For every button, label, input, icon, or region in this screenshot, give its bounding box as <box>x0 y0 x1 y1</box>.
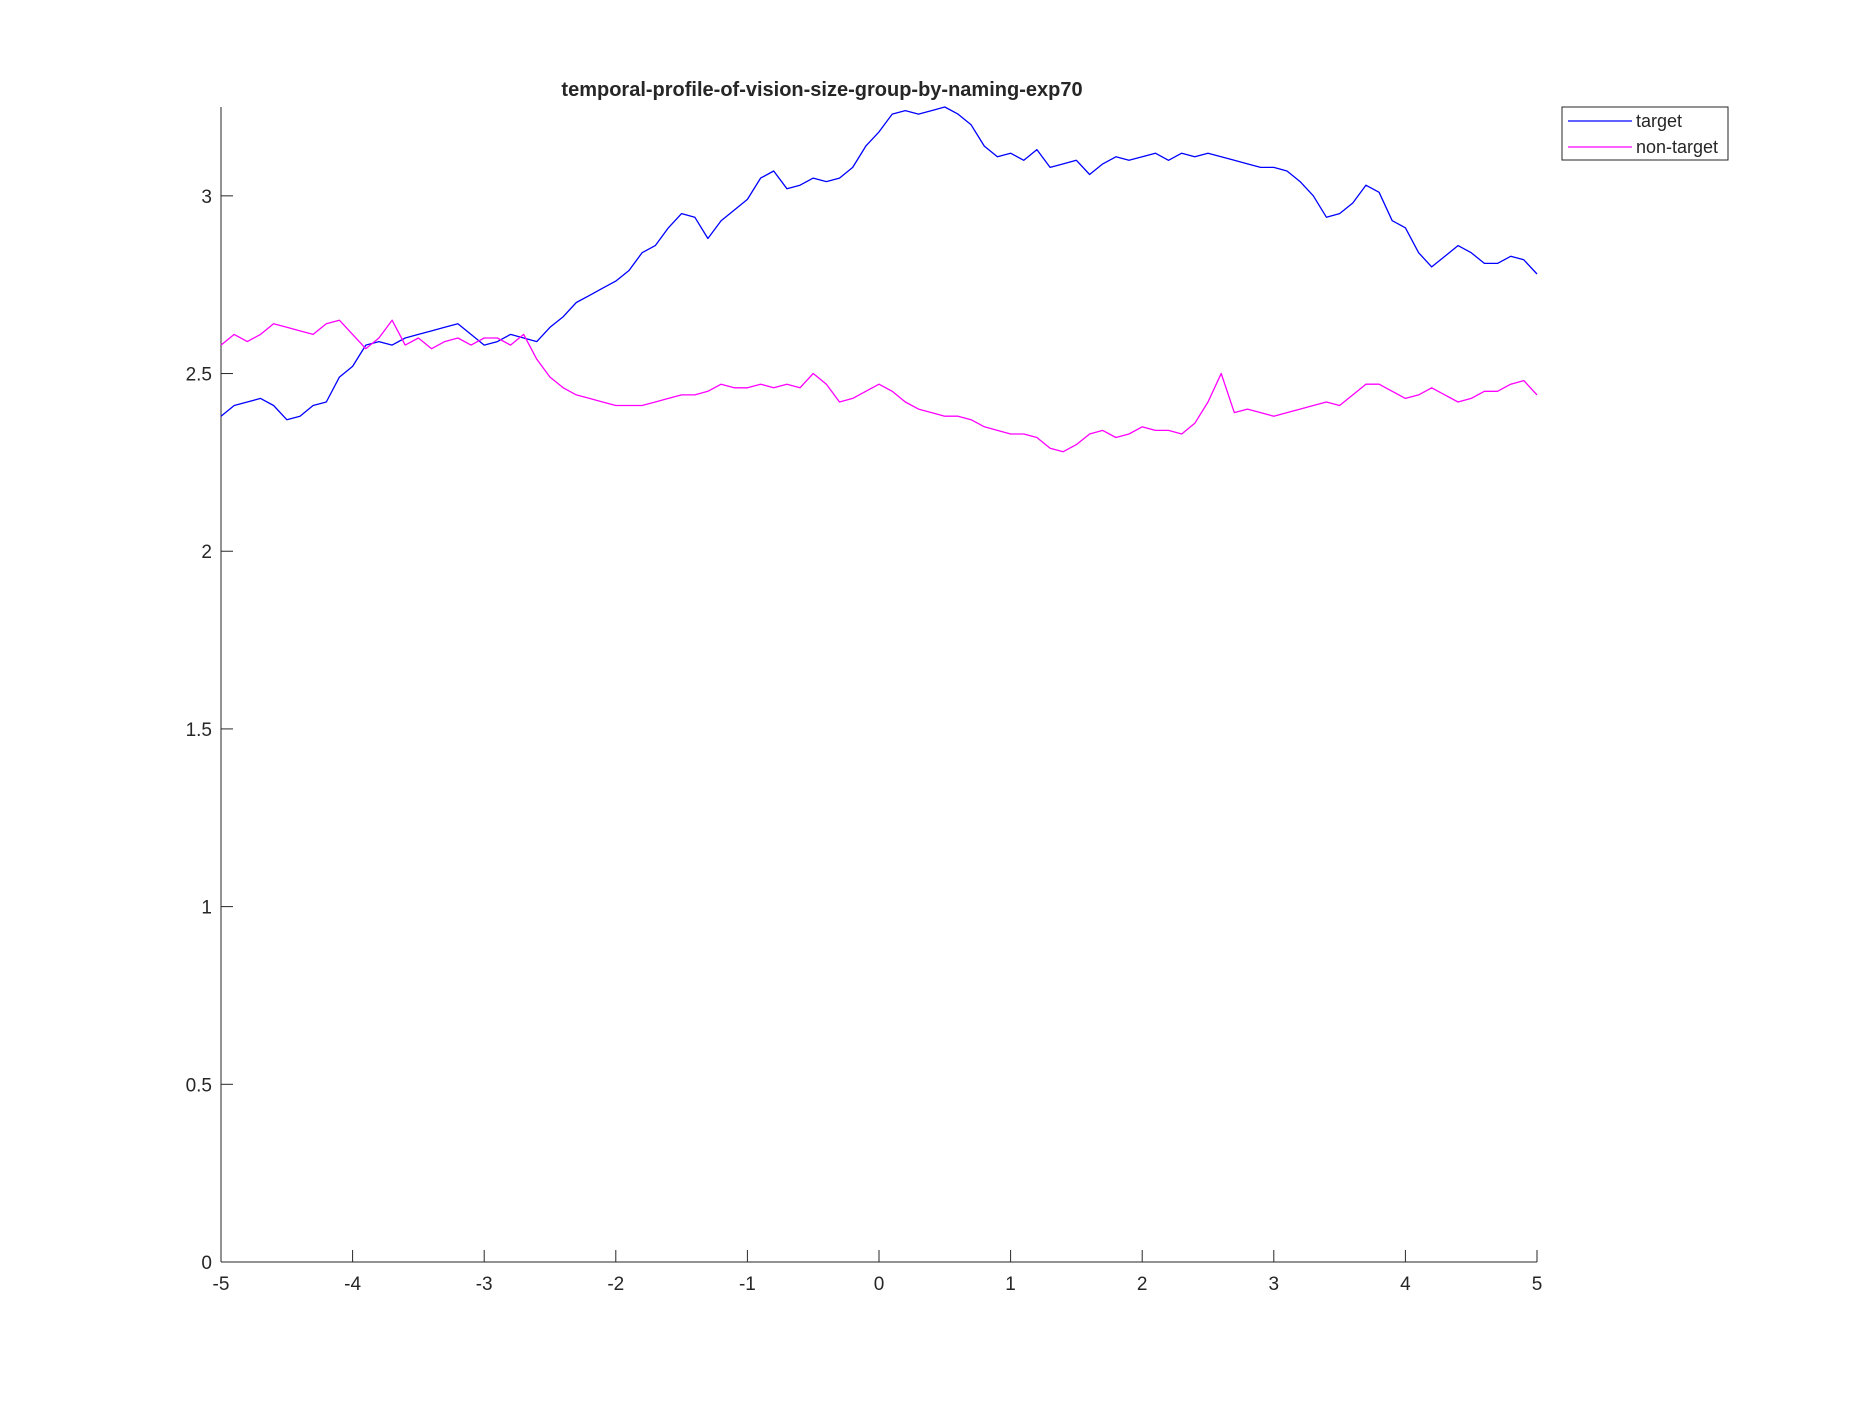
legend-label-target: target <box>1636 111 1682 131</box>
chart-title: temporal-profile-of-vision-size-group-by… <box>561 79 1082 101</box>
series-line-target <box>220 106 1538 421</box>
y-tick-label: 1 <box>201 898 212 919</box>
legend-label-non-target: non-target <box>1636 137 1718 157</box>
x-tick-label: -4 <box>344 1274 361 1295</box>
x-tick-label: -2 <box>607 1274 624 1295</box>
x-tick-label: 5 <box>1532 1274 1543 1295</box>
x-tick-label: 1 <box>1005 1274 1016 1295</box>
legend-box <box>1561 106 1729 161</box>
y-tick-label: 0 <box>201 1253 212 1274</box>
x-tick-label: -3 <box>476 1274 493 1295</box>
plot-area <box>220 106 1538 453</box>
x-tick-label: 2 <box>1137 1274 1148 1295</box>
x-tick-label: 3 <box>1269 1274 1280 1295</box>
y-tick-label: 0.5 <box>186 1075 212 1096</box>
series-line-non-target <box>220 319 1538 453</box>
y-tick-label: 2.5 <box>186 365 212 386</box>
legend: target non-target <box>1561 106 1729 161</box>
x-tick-label: 4 <box>1400 1274 1411 1295</box>
x-tick-label: -5 <box>213 1274 230 1295</box>
y-tick-label: 2 <box>201 542 212 563</box>
y-tick-label: 1.5 <box>186 720 212 741</box>
x-tick-label: 0 <box>874 1274 885 1295</box>
x-tick-label: -1 <box>739 1274 756 1295</box>
axes: -5 -4 -3 -2 -1 0 1 2 3 4 5 0 0.5 1 1.5 2 2.5 3 <box>186 107 1543 1295</box>
y-tick-label: 3 <box>201 187 212 208</box>
